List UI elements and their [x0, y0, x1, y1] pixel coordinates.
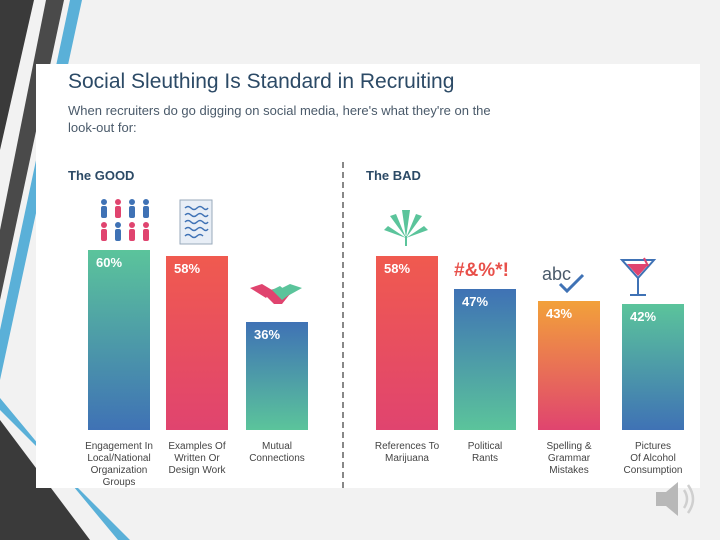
- category-label-3: Mutual: [262, 441, 292, 452]
- category-label-6: Spelling &: [546, 441, 591, 452]
- category-label-1: Groups: [103, 477, 136, 488]
- bar-value-label-6: 43%: [546, 306, 572, 321]
- bar-value-label-1: 60%: [96, 255, 122, 270]
- checkmark-icon: [558, 273, 585, 294]
- category-label-2: Design Work: [168, 465, 226, 476]
- martini-glass-icon: [619, 257, 657, 296]
- section-divider: [342, 162, 344, 488]
- bar-value-label-4: 58%: [384, 261, 410, 276]
- chart-title: Social Sleuthing Is Standard in Recruiti…: [68, 70, 455, 93]
- category-label-7: Pictures: [635, 441, 671, 452]
- bar-1: [88, 250, 150, 430]
- category-label-5: Rants: [472, 453, 498, 464]
- rants-symbols-icon: #&%*!: [454, 260, 509, 281]
- document-icon: [179, 199, 213, 245]
- category-label-6: Mistakes: [549, 465, 588, 476]
- bar-value-label-7: 42%: [630, 309, 656, 324]
- category-label-1: Organization: [91, 465, 148, 476]
- category-label-7: Consumption: [624, 465, 683, 476]
- handshake-icon: [250, 284, 302, 304]
- audio-speaker-icon[interactable]: [650, 474, 700, 524]
- bar-5: [454, 289, 516, 430]
- cannabis-leaf-icon: [384, 210, 428, 246]
- category-label-1: Engagement In: [85, 441, 153, 452]
- infographic-card: Social Sleuthing Is Standard in Recruiti…: [36, 64, 700, 488]
- chart-subtitle: When recruiters do go digging on social …: [68, 103, 491, 135]
- people-group-icon: [101, 199, 149, 241]
- bar-value-label-5: 47%: [462, 294, 488, 309]
- category-label-6: Grammar: [548, 453, 591, 464]
- bar-3: [246, 322, 308, 430]
- abc-text-icon: abc: [542, 264, 572, 284]
- category-label-4: Marijuana: [385, 453, 429, 464]
- category-label-7: Of Alcohol: [630, 453, 676, 464]
- category-label-1: Local/National: [87, 453, 150, 464]
- bar-4: [376, 256, 438, 430]
- section-good-label: The GOOD: [68, 168, 135, 183]
- bar-value-label-3: 36%: [254, 327, 280, 342]
- section-bad-label: The BAD: [366, 168, 421, 183]
- bar-value-label-2: 58%: [174, 261, 200, 276]
- category-label-2: Examples Of: [168, 441, 225, 452]
- bar-2: [166, 256, 228, 430]
- category-label-3: Connections: [249, 453, 305, 464]
- bar-6: [538, 301, 600, 430]
- bar-7: [622, 304, 684, 430]
- bar-chart: 60% Engagement InLocal/NationalOrganizati…: [85, 250, 684, 488]
- category-label-4: References To: [375, 441, 440, 452]
- category-label-2: Written Or: [174, 453, 220, 464]
- category-label-5: Political: [468, 441, 502, 452]
